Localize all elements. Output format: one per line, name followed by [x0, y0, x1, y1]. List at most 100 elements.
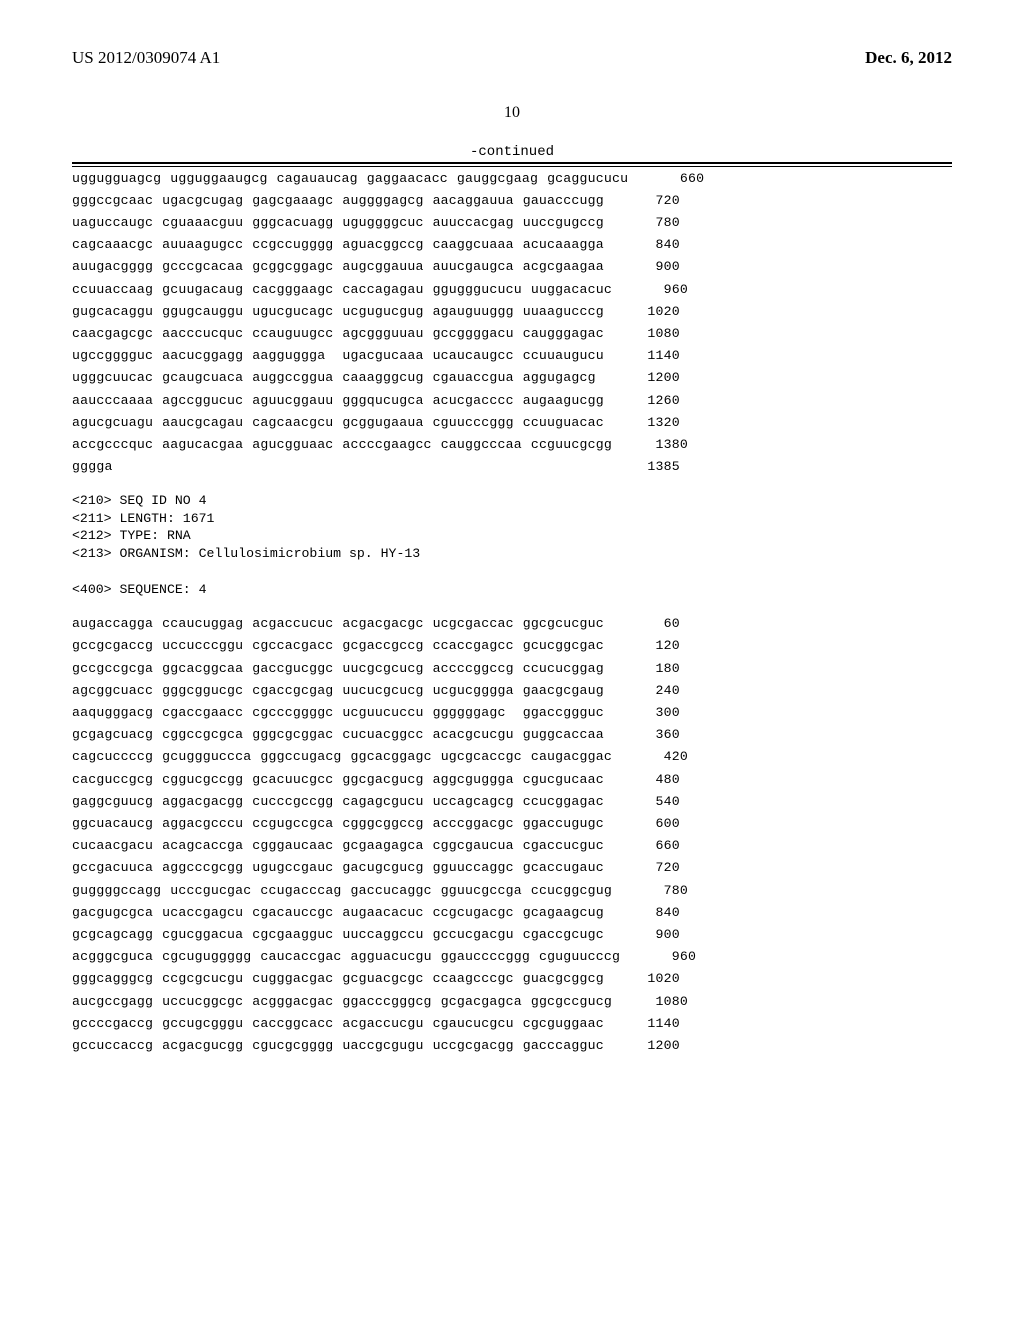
sequence-row: gcgagcuacgcggccgcgcagggcgcggaccucuacggcc…: [72, 724, 952, 746]
sequence-group: gccgcgaccg: [72, 639, 153, 652]
sequence-group: ugguggaaugcg: [170, 172, 267, 185]
sequence-position: 660: [626, 839, 680, 852]
sequence-group: ccucucggag: [523, 662, 604, 675]
sequence-group: gcggugaaua: [342, 416, 423, 429]
sequence-group: aggacgacgg: [162, 795, 243, 808]
sequence-group: aggcguggga: [433, 773, 514, 786]
sequence-group: gcaccugauc: [523, 861, 604, 874]
sequence-group: ggacccgggcg: [342, 995, 431, 1008]
sequence-group: aguacggccg: [342, 238, 423, 251]
sequence-group: guacgcggcg: [523, 972, 604, 985]
sequence-position: 1385: [626, 460, 680, 473]
sequence-group: agauguuggg: [433, 305, 514, 318]
sequence-group: cgauaccgua: [433, 371, 514, 384]
sequence-group: uccagcagcg: [433, 795, 514, 808]
sequence-position: 1020: [626, 972, 680, 985]
sequence-group: gcguacgcgc: [342, 972, 423, 985]
sequence-group: ggugggucucu: [433, 283, 522, 296]
sequence-group: ccgcugacgc: [433, 906, 514, 919]
sequence-group: ccuuaugucu: [523, 349, 604, 362]
sequence-group: aagucacgaa: [162, 438, 243, 451]
sequence-group: ggcgccgucg: [531, 995, 612, 1008]
sequence-row: accgcccqucaagucacgaaagucgguaacaccccgaagc…: [72, 433, 952, 455]
sequence-row: gccgccgcgaggcacggcaagaccgucggcuucgcgcucg…: [72, 657, 952, 679]
sequence-group: cggcgaucua: [433, 839, 514, 852]
sequence-position: 720: [626, 861, 680, 874]
sequence-row: gccgacuucaaggcccgcggugugccgaucgacugcgucg…: [72, 857, 952, 879]
sequence-group: acagcaccga: [162, 839, 243, 852]
sequence-position: 780: [626, 216, 680, 229]
sequence-position: 300: [626, 706, 680, 719]
sequence-group: caccagagau: [342, 283, 423, 296]
sequence-group: ccuuguacac: [523, 416, 604, 429]
sequence-group: uaguccaugc: [72, 216, 153, 229]
sequence-group: ucccgucgac: [170, 884, 251, 897]
sequence-group: gaacgcgaug: [523, 684, 604, 697]
sequence-group: ccauguugcc: [252, 327, 333, 340]
sequence-group: gcggcggagc: [252, 260, 333, 273]
sequence-group: aaucgcagau: [162, 416, 243, 429]
sequence-group: agucgcuagu: [72, 416, 153, 429]
sequence-group: cugggacgac: [252, 972, 333, 985]
sequence-group: ucgucgggga: [433, 684, 514, 697]
sequence-group: cggucgccgg: [162, 773, 243, 786]
sequence-group: ucaccgagcu: [162, 906, 243, 919]
sequence-group: ucaucaugcc: [433, 349, 514, 362]
sequence-position: 900: [626, 928, 680, 941]
sequence-position: 1320: [626, 416, 680, 429]
sequence-group: aggcccgcgg: [162, 861, 243, 874]
sequence-group: gcuggguccca: [162, 750, 251, 763]
sequence-group: acgaccucgu: [342, 1017, 423, 1030]
sequence-row: cagcaaacgcauuaagugccccgccuggggaguacggccg…: [72, 234, 952, 256]
sequence-row: gcgcagcaggcgucggacuacgcgaaggucuuccaggccu…: [72, 924, 952, 946]
sequence-group: acgaccucuc: [252, 617, 333, 630]
sequence-group: cgcuguggggg: [162, 950, 251, 963]
sequence-row: augaccaggaccaucuggagacgaccucucacgacgacgc…: [72, 613, 952, 635]
sequence-group: aguucggauu: [252, 394, 333, 407]
sequence-group: acgggacgac: [252, 995, 333, 1008]
sequence-position: 360: [626, 728, 680, 741]
sequence-group: auuccacgag: [433, 216, 514, 229]
page-number: 10: [72, 104, 952, 122]
sequence-group: auugacgggg: [72, 260, 153, 273]
sequence-group: ucgugucgug: [342, 305, 423, 318]
sequence-group: cgcccggggc: [252, 706, 333, 719]
sequence-group: ucgcgaccac: [433, 617, 514, 630]
sequence-group: caaagggcug: [342, 371, 423, 384]
sequence-row: uaguccaugccguaaacguugggcacuagguguggggcuc…: [72, 211, 952, 233]
sequence-position: 720: [626, 194, 680, 207]
sequence-group: ugacgucaaa: [342, 349, 423, 362]
sequence-group: gugcacaggu: [72, 305, 153, 318]
sequence-group: gaggcguucg: [72, 795, 153, 808]
sequence-group: cgacauccgc: [252, 906, 333, 919]
sequence-position: 540: [626, 795, 680, 808]
sequence-group: [162, 460, 243, 473]
sequence-group: cagcaaacgc: [72, 238, 153, 251]
sequence-group: cgaccgaacc: [162, 706, 243, 719]
sequence-group: ggaccggguc: [523, 706, 604, 719]
sequence-group: acacgcucgu: [433, 728, 514, 741]
sequence-group: gacugcgucg: [342, 861, 423, 874]
sequence-group: cgucgcgggg: [252, 1039, 333, 1052]
sequence-group: gauacccugg: [523, 194, 604, 207]
sequence-group: ggcgcucguc: [523, 617, 604, 630]
sequence-row: auugacgggggcccgcacaagcggcggagcaugcggauua…: [72, 256, 952, 278]
sequence-row: uggugguagcgugguggaaugcgcagauaucaggaggaac…: [72, 167, 952, 189]
sequence-position: 120: [626, 639, 680, 652]
sequence-group: cacgggaagc: [252, 283, 333, 296]
sequence-group: gggqucugca: [342, 394, 423, 407]
sequence-group: aucgccgagg: [72, 995, 153, 1008]
sequence-position: 240: [626, 684, 680, 697]
sequence-group: ggcuacaucg: [72, 817, 153, 830]
sequence-group: cguucccggg: [433, 416, 514, 429]
sequence-group: cucuacggcc: [342, 728, 423, 741]
sequence-group: ggcacggagc: [351, 750, 432, 763]
sequence-group: ccucggcgug: [531, 884, 612, 897]
sequence-group: acgggcguca: [72, 950, 153, 963]
sequence-row: ccuuaccaaggcuugacaugcacgggaagccaccagagau…: [72, 278, 952, 300]
sequence-metadata-2: <210> SEQ ID NO 4 <211> LENGTH: 1671 <21…: [72, 492, 952, 599]
sequence-group: ccgugccgca: [252, 817, 333, 830]
sequence-group: auucgaugca: [433, 260, 514, 273]
sequence-group: ccaagcccgc: [433, 972, 514, 985]
sequence-group: accccgaagcc: [342, 438, 431, 451]
